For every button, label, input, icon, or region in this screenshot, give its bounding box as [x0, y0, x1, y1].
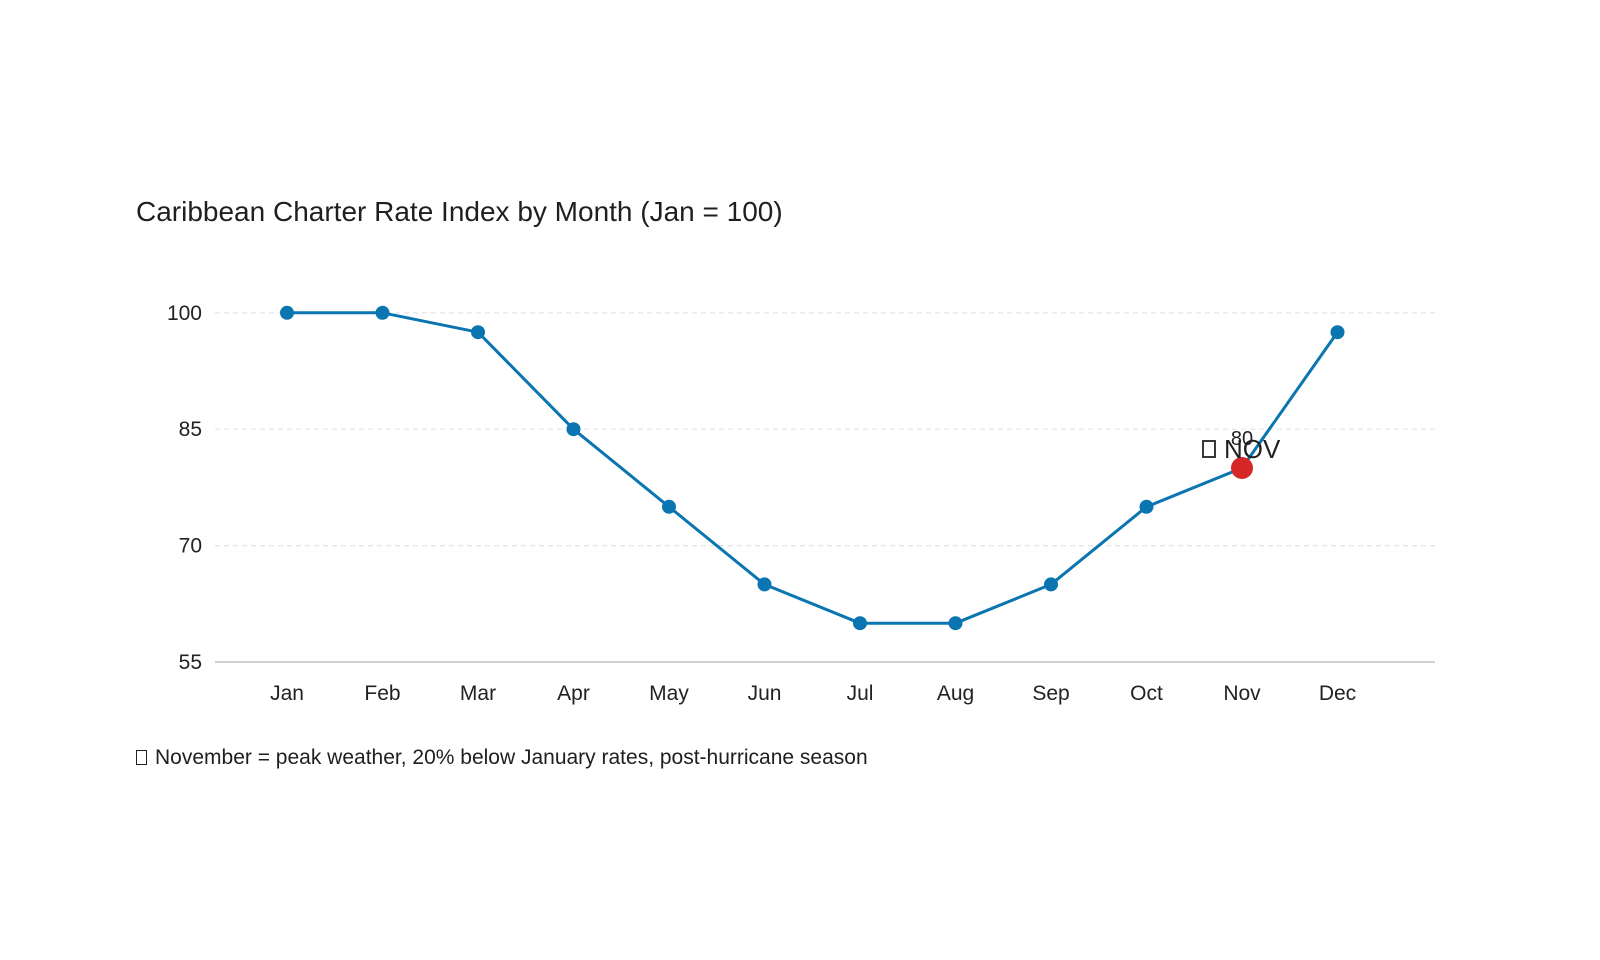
data-point	[471, 325, 485, 340]
data-point	[1139, 499, 1154, 514]
data-point	[280, 305, 294, 320]
x-tick-label: Jul	[847, 682, 874, 705]
note-marker-icon	[136, 750, 147, 765]
chart-title: Caribbean Charter Rate Index by Month (J…	[136, 196, 783, 227]
series-line	[287, 311, 1339, 625]
y-tick-label: 85	[179, 418, 202, 441]
x-tick-label: Oct	[1130, 682, 1163, 705]
x-tick-label: Aug	[937, 682, 974, 705]
x-tick-label: Apr	[557, 682, 590, 705]
x-tick-label: Feb	[364, 682, 400, 705]
highlight-point	[1231, 457, 1253, 479]
x-tick-label: May	[649, 682, 689, 705]
x-tick-label: Jun	[748, 682, 782, 705]
y-tick-label: 70	[179, 535, 202, 558]
y-tick-label: 55	[179, 651, 202, 674]
data-point	[375, 305, 390, 320]
x-tick-label: Dec	[1319, 682, 1356, 705]
highlight-annotation: NOV	[1224, 434, 1281, 464]
annotation-marker-icon	[1202, 440, 1216, 458]
x-tick-label: Jan	[270, 682, 304, 705]
series-polyline	[287, 311, 1339, 625]
data-point	[566, 422, 581, 437]
x-tick-label: Sep	[1032, 682, 1069, 705]
x-tick-label: Nov	[1223, 682, 1261, 705]
x-tick-label: Mar	[460, 682, 496, 705]
chart-note: November = peak weather, 20% below Janua…	[136, 746, 868, 770]
data-point	[757, 577, 772, 592]
data-point	[1330, 325, 1345, 340]
data-points	[280, 305, 1345, 631]
axes: 55 70 85 100 Jan Feb Mar Apr May Jun Jul Aug Sep Oct N…	[167, 302, 1435, 705]
highlight-value-label: 80	[1231, 428, 1253, 450]
y-tick-label: 100	[167, 302, 202, 325]
data-point	[1044, 577, 1058, 592]
data-point	[948, 616, 963, 631]
chart-note-text: November = peak weather, 20% below Janua…	[155, 746, 868, 769]
data-point	[662, 499, 676, 514]
data-point	[853, 616, 867, 631]
